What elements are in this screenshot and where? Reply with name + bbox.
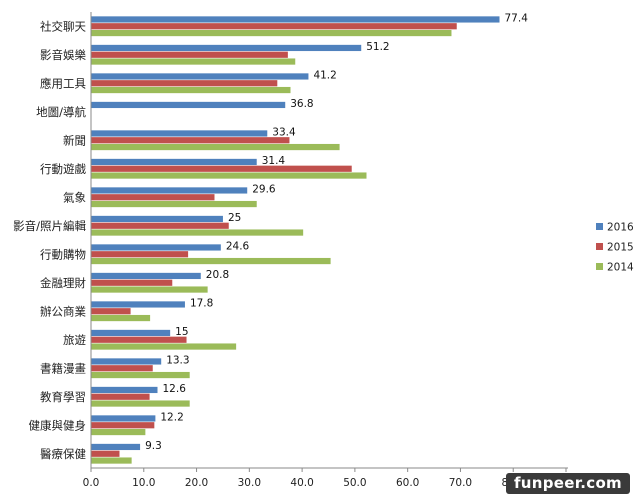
bar-2014-1 [91,58,296,65]
bar-2016-7 [91,215,223,223]
bar-2016-2 [91,73,309,80]
x-tick-label: 30.0 [238,477,261,489]
legend-label: 2016 [607,222,634,234]
bar-2015-10 [91,308,131,315]
bar-2014-15 [91,457,132,464]
category-label: 社交聊天 [40,19,86,33]
category-label: 應用工具 [40,76,86,90]
category-label: 辦公商業 [40,304,86,318]
x-tick-label: 60.0 [396,477,419,489]
category-label: 地圖/導航 [36,105,86,119]
bar-2014-11 [91,343,237,350]
data-label-2016: 31.4 [262,155,286,167]
x-tick-label: 0.0 [83,477,100,489]
data-label-2016: 51.2 [366,41,389,53]
bar-2015-15 [91,450,120,457]
bar-2014-12 [91,371,190,379]
bar-2014-6 [91,200,257,208]
bar-2014-9 [91,286,208,293]
bar-2016-4 [91,130,268,137]
bars-layer [91,16,500,464]
data-label-2016: 9.3 [145,440,162,452]
bar-2016-1 [91,44,362,52]
bar-2015-0 [91,23,457,30]
x-tick-label: 10.0 [132,477,155,489]
data-label-2016: 33.4 [272,127,296,139]
category-label: 健康與健身 [29,418,87,432]
bar-2014-2 [91,86,291,94]
bar-2014-14 [91,428,146,436]
bar-2015-7 [91,222,229,229]
data-label-2016: 17.8 [190,298,213,310]
bar-2015-8 [91,251,189,258]
bar-2016-3 [91,101,286,109]
data-label-2016: 13.3 [166,355,189,367]
bar-2014-7 [91,229,304,236]
legend-label: 2015 [607,242,634,254]
watermark-badge: funpeer.com [505,473,630,494]
bar-2016-14 [91,415,156,422]
legend-swatch-2015 [596,243,603,250]
bar-2014-10 [91,314,151,322]
data-label-2016: 20.8 [206,269,229,281]
bar-2015-5 [91,165,352,172]
legend-label: 2014 [607,262,634,274]
bar-2015-1 [91,51,288,58]
data-label-2016: 12.6 [163,383,187,395]
bar-2014-5 [91,172,367,179]
data-label-2016: 29.6 [252,184,276,196]
category-label: 教育學習 [40,390,86,404]
bar-2016-15 [91,443,141,451]
bar-2014-0 [91,29,452,37]
category-label: 行動購物 [40,247,86,261]
bar-2014-8 [91,257,331,265]
bar-2014-4 [91,143,340,151]
legend-swatch-2016 [596,223,603,230]
category-label: 金融理財 [40,276,86,290]
x-tick-label: 20.0 [185,477,208,489]
data-label-2016: 41.2 [313,70,336,82]
legend: 2016 2015 2014 [596,222,634,274]
bar-2016-12 [91,358,162,365]
category-label: 行動遊戲 [40,162,86,176]
x-axis-ticks: 0.010.020.030.040.050.060.070.080.090.0 [83,468,578,489]
bar-2016-9 [91,272,201,280]
bar-2015-13 [91,393,150,400]
data-labels: 77.4 51.2 41.2 36.8 33.4 31.4 29.6 25 24.6 20.8 17… [145,13,529,452]
category-label: 新聞 [63,133,86,147]
category-label: 旅遊 [63,333,86,347]
bar-2015-9 [91,279,173,286]
bar-2015-4 [91,137,290,144]
data-label-2016: 25 [228,212,241,224]
data-label-2016: 36.8 [290,98,313,110]
bar-2016-0 [91,16,500,23]
category-label: 醫療保健 [40,447,86,461]
bar-2016-10 [91,301,185,308]
data-label-2016: 15 [175,326,188,338]
data-label-2016: 77.4 [505,13,529,25]
category-label: 影音娛樂 [40,48,86,62]
data-label-2016: 24.6 [226,241,250,253]
bar-2016-8 [91,244,221,251]
bar-2016-13 [91,386,158,394]
bar-2016-6 [91,187,248,194]
bar-2016-5 [91,158,257,166]
bar-2014-13 [91,400,190,407]
bar-2015-11 [91,336,187,343]
bar-2015-2 [91,80,278,87]
bar-2015-12 [91,365,153,372]
x-tick-label: 70.0 [449,477,472,489]
category-labels: 社交聊天影音娛樂應用工具地圖/導航新聞行動遊戲氣象影音/照片編輯行動購物金融理財… [13,19,86,461]
bar-2015-14 [91,422,155,429]
category-label: 影音/照片編輯 [13,219,86,233]
category-label: 氣象 [63,190,86,204]
bar-2015-6 [91,194,215,201]
data-label-2016: 12.2 [160,412,183,424]
x-tick-label: 40.0 [290,477,313,489]
bar-2016-11 [91,329,171,337]
category-label: 書籍漫畫 [40,361,86,375]
x-tick-label: 50.0 [343,477,366,489]
legend-swatch-2014 [596,263,603,270]
